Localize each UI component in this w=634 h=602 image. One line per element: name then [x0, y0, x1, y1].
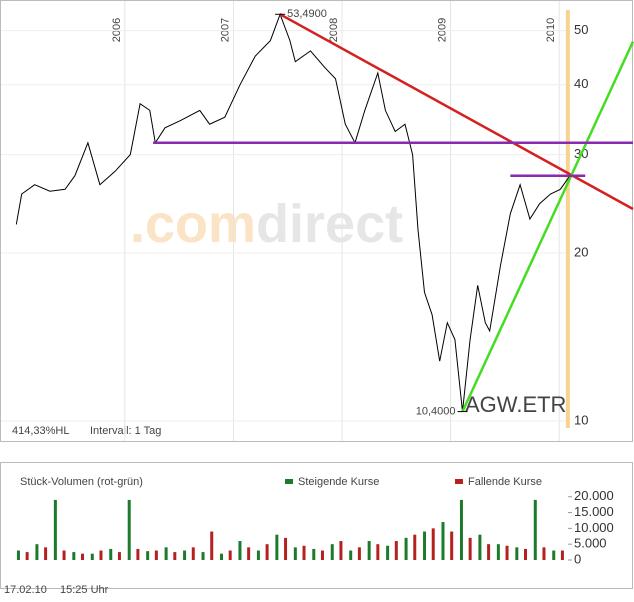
annotation-label: 10,4000 [416, 405, 456, 417]
volume-bar [386, 545, 390, 560]
y-tick-label: 20 [574, 244, 588, 259]
volume-bar [450, 531, 454, 560]
volume-bar [293, 547, 297, 560]
volume-bar [302, 545, 306, 560]
volume-bar [349, 550, 353, 560]
volume-bar [505, 545, 509, 560]
volume-panel [0, 462, 633, 589]
volume-bar [542, 547, 546, 560]
volume-bar [496, 544, 500, 560]
volume-bar [53, 499, 57, 560]
y-tick-label: 10.000 [574, 520, 614, 535]
volume-bar [146, 551, 150, 560]
volume-bar [228, 550, 232, 560]
x-tick-label: 2009 [436, 18, 448, 42]
volume-bar [413, 534, 417, 560]
volume-bar [136, 548, 140, 560]
volume-bar [459, 499, 463, 560]
volume-bar [552, 550, 556, 560]
volume-bar [25, 552, 29, 560]
volume-bar [72, 552, 76, 560]
volume-bar [238, 541, 242, 560]
volume-bar [560, 550, 564, 560]
volume-bar [256, 550, 260, 560]
info-text: Intervall: 1 Tag [90, 425, 161, 437]
volume-bar [109, 548, 113, 560]
volume-bar [210, 531, 214, 560]
volume-bar [404, 537, 408, 560]
y-tick-label: 40 [574, 76, 588, 91]
volume-bar [191, 547, 195, 560]
volume-bar [154, 550, 158, 560]
volume-bar [99, 550, 103, 560]
volume-bar [376, 544, 380, 560]
y-tick-label: 10 [574, 413, 588, 428]
x-tick-label: 2008 [328, 18, 340, 42]
watermark-part: direct [256, 194, 403, 254]
y-tick-label: 0 [574, 551, 581, 566]
volume-bar [431, 528, 435, 560]
volume-bar [183, 550, 187, 560]
volume-bar [81, 553, 85, 560]
volume-bar [35, 544, 39, 560]
volume-bar [62, 550, 66, 560]
annotation-label: 53,4900 [287, 8, 327, 20]
volume-bar [423, 531, 427, 560]
trend-line [461, 41, 634, 413]
y-tick-label: 15.000 [574, 504, 614, 519]
y-tick-label: 20.000 [574, 488, 614, 503]
volume-bar [339, 541, 343, 560]
volume-bar [312, 548, 316, 560]
volume-bar [524, 548, 528, 560]
volume-bar [357, 547, 361, 560]
volume-bar [367, 541, 371, 560]
volume-bar [330, 544, 334, 560]
x-tick-label: 2010 [545, 18, 557, 42]
legend-swatch [285, 479, 293, 484]
volume-bar [478, 534, 482, 560]
volume-bar [247, 547, 251, 560]
volume-bar [533, 499, 537, 560]
volume-bar [515, 547, 519, 560]
price-line [15, 12, 571, 412]
volume-bar [16, 550, 20, 560]
x-tick-label: 2007 [219, 18, 231, 42]
x-tick-label: 2006 [111, 18, 123, 42]
watermark: .comdirect [130, 194, 403, 254]
y-tick-label: 5.000 [574, 536, 607, 551]
volume-bar [44, 547, 48, 560]
volume-bar [265, 544, 269, 560]
legend-swatch [455, 479, 463, 484]
watermark-part: .com [130, 194, 256, 254]
volume-bar [127, 499, 131, 560]
info-text: 414,33%HL [12, 425, 70, 437]
series-label: AGW.ETR [465, 392, 566, 417]
volume-bar [173, 552, 177, 560]
volume-bar [468, 537, 472, 560]
volume-bar [201, 552, 205, 560]
footer-time: 15:25 Uhr [60, 584, 109, 596]
volume-bar [394, 541, 398, 560]
price-panel [0, 0, 633, 442]
y-tick-label: 50 [574, 22, 588, 37]
volume-bar [320, 550, 324, 560]
legend-entry: Steigende Kurse [298, 476, 379, 488]
volume-bar [219, 553, 223, 560]
footer-date: 17.02.10 [4, 584, 47, 596]
volume-bar [164, 547, 168, 560]
volume-bar [117, 552, 121, 560]
volume-title: Stück-Volumen (rot-grün) [20, 476, 143, 488]
legend-entry: Fallende Kurse [468, 476, 542, 488]
volume-bar [275, 534, 279, 560]
volume-bar [284, 537, 288, 560]
volume-bar [487, 544, 491, 560]
volume-bar [441, 522, 445, 560]
volume-bar [90, 553, 94, 560]
